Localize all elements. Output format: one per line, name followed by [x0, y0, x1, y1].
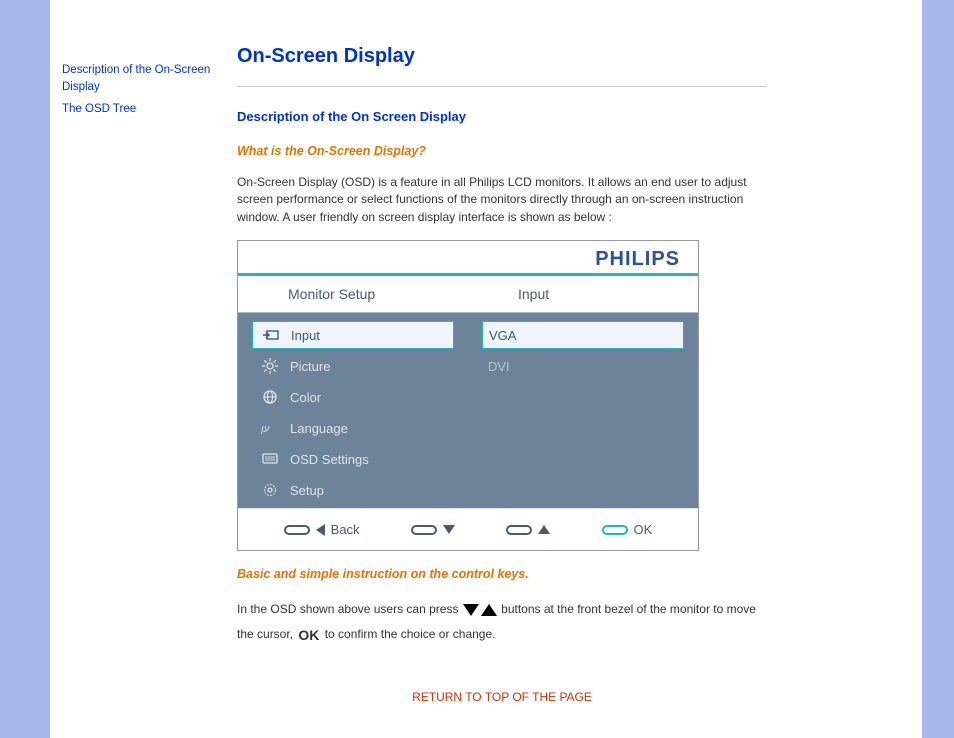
osd-body: Input Picture Color	[238, 312, 698, 508]
osd-ok-label: OK	[634, 522, 653, 537]
svg-text:ען: ען	[261, 424, 270, 434]
main-content: On-Screen Display Description of the On …	[237, 45, 767, 704]
pill-icon	[284, 525, 310, 535]
osd-header: PHILIPS	[238, 241, 698, 276]
pill-icon	[411, 525, 437, 535]
osd-menu-column: Input Picture Color	[238, 313, 468, 508]
sidebar-nav: Description of the On-Screen Display The…	[62, 62, 212, 122]
osd-menu-label: Language	[290, 421, 348, 436]
osd-menu-label: OSD Settings	[290, 452, 369, 467]
page: Description of the On-Screen Display The…	[0, 0, 954, 738]
instruction-text: the cursor,	[237, 627, 293, 641]
left-decorative-bar	[0, 0, 50, 738]
osd-title-left: Monitor Setup	[238, 276, 468, 312]
question-heading: What is the On-Screen Display?	[237, 144, 767, 158]
osd-option-label: VGA	[489, 328, 516, 343]
instruction-text: to confirm the choice or change.	[325, 627, 496, 641]
screen-icon	[258, 453, 282, 465]
intro-paragraph: On-Screen Display (OSD) is a feature in …	[237, 174, 767, 226]
language-icon: ען	[258, 422, 282, 434]
ok-glyph: OK	[298, 621, 319, 649]
osd-menu-label: Input	[291, 328, 320, 343]
osd-options-column: VGA DVI	[468, 313, 698, 508]
instruction-text: buttons at the front bezel of the monito…	[501, 602, 756, 616]
osd-back-label: Back	[331, 522, 360, 537]
philips-logo: PHILIPS	[595, 248, 680, 271]
osd-menu-label: Color	[290, 390, 321, 405]
instruction-paragraph: In the OSD shown above users can press b…	[237, 597, 767, 649]
sidebar-link-osd-tree[interactable]: The OSD Tree	[62, 101, 212, 118]
osd-ok-button[interactable]: OK	[602, 522, 653, 537]
osd-option-vga[interactable]: VGA	[482, 321, 684, 349]
right-decorative-bar	[922, 0, 954, 738]
page-title: On-Screen Display	[237, 45, 767, 68]
triangle-up-icon	[481, 604, 497, 616]
osd-column-titles: Monitor Setup Input	[238, 276, 698, 312]
instruction-text: In the OSD shown above users can press	[237, 602, 458, 616]
section-heading: Description of the On Screen Display	[237, 109, 767, 124]
osd-option-dvi[interactable]: DVI	[482, 352, 684, 380]
osd-menu-language[interactable]: ען Language	[252, 414, 454, 442]
return-link-container: RETURN TO TOP OF THE PAGE	[237, 689, 767, 704]
return-to-top-link[interactable]: RETURN TO TOP OF THE PAGE	[412, 690, 592, 704]
instruction-heading: Basic and simple instruction on the cont…	[237, 567, 767, 581]
osd-menu-setup[interactable]: Setup	[252, 476, 454, 504]
osd-menu-color[interactable]: Color	[252, 383, 454, 411]
triangle-left-icon	[316, 524, 325, 536]
osd-option-label: DVI	[488, 359, 510, 374]
triangle-down-icon	[443, 525, 455, 534]
osd-panel: PHILIPS Monitor Setup Input Input	[237, 240, 699, 551]
osd-menu-label: Picture	[290, 359, 330, 374]
osd-menu-osd-settings[interactable]: OSD Settings	[252, 445, 454, 473]
osd-footer: Back OK	[238, 508, 698, 550]
sidebar-link-description[interactable]: Description of the On-Screen Display	[62, 62, 212, 97]
input-icon	[259, 329, 283, 341]
osd-menu-label: Setup	[290, 483, 324, 498]
osd-up-button[interactable]	[506, 525, 550, 535]
gear-icon	[258, 483, 282, 497]
osd-down-button[interactable]	[411, 525, 455, 535]
brightness-icon	[258, 358, 282, 374]
osd-menu-input[interactable]: Input	[252, 321, 454, 349]
pill-icon	[506, 525, 532, 535]
pill-icon-active	[602, 525, 628, 535]
triangle-up-icon	[538, 525, 550, 534]
divider	[237, 86, 767, 87]
triangle-down-icon	[463, 604, 479, 616]
globe-icon	[258, 390, 282, 404]
osd-back-button[interactable]: Back	[284, 522, 360, 537]
osd-menu-picture[interactable]: Picture	[252, 352, 454, 380]
osd-title-right: Input	[468, 276, 698, 312]
